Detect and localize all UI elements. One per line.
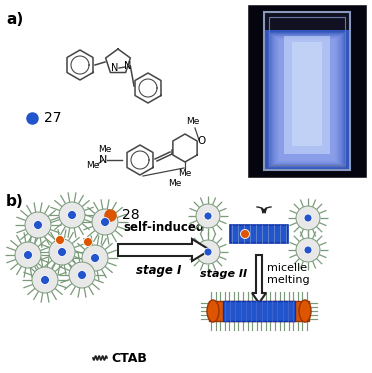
Text: 27: 27: [44, 111, 61, 125]
Bar: [273, 35, 341, 164]
Circle shape: [55, 235, 64, 244]
Text: stage II: stage II: [200, 269, 247, 279]
Circle shape: [33, 220, 42, 229]
Bar: [264, 12, 350, 170]
Bar: [279, 40, 335, 161]
Circle shape: [204, 248, 212, 256]
Bar: [284, 36, 330, 154]
Bar: [274, 36, 340, 164]
Text: melting: melting: [267, 275, 310, 285]
Text: Me: Me: [168, 179, 182, 188]
Circle shape: [304, 246, 312, 254]
Bar: [269, 17, 345, 165]
Text: 28: 28: [122, 208, 140, 222]
Text: CTAB: CTAB: [111, 351, 147, 364]
Bar: [272, 35, 342, 166]
Bar: [264, 30, 350, 170]
Text: micelle: micelle: [267, 263, 307, 273]
FancyArrow shape: [118, 239, 210, 261]
Bar: [276, 37, 338, 163]
Text: N: N: [111, 63, 119, 73]
Ellipse shape: [207, 300, 219, 322]
Text: b): b): [6, 194, 24, 209]
Circle shape: [58, 248, 67, 257]
Circle shape: [32, 267, 58, 293]
Circle shape: [204, 212, 212, 220]
Circle shape: [296, 206, 320, 230]
Bar: [279, 40, 334, 160]
Bar: [275, 37, 339, 163]
Circle shape: [196, 240, 220, 264]
Bar: [268, 32, 346, 168]
Circle shape: [41, 276, 49, 285]
Circle shape: [67, 210, 77, 219]
Text: Me: Me: [86, 162, 100, 170]
Bar: [278, 39, 336, 161]
Circle shape: [49, 239, 75, 265]
Circle shape: [69, 262, 95, 288]
Bar: [209, 301, 309, 321]
Bar: [275, 37, 339, 163]
Bar: [271, 34, 343, 166]
Bar: [223, 301, 295, 321]
Text: Me: Me: [98, 145, 112, 154]
FancyArrow shape: [252, 255, 266, 303]
Bar: [278, 38, 336, 162]
Bar: [277, 38, 337, 162]
Circle shape: [25, 212, 51, 238]
Circle shape: [196, 204, 220, 228]
Circle shape: [59, 202, 85, 228]
Text: Me: Me: [186, 117, 200, 126]
Bar: [274, 36, 340, 164]
Text: O: O: [197, 136, 205, 146]
Circle shape: [241, 229, 250, 238]
Bar: [270, 33, 344, 167]
Circle shape: [304, 214, 312, 222]
Circle shape: [90, 254, 99, 263]
Bar: [248, 5, 366, 177]
Circle shape: [77, 270, 87, 279]
Text: stage I: stage I: [136, 264, 182, 277]
Circle shape: [15, 242, 41, 268]
Bar: [276, 37, 338, 163]
Bar: [277, 38, 337, 162]
Circle shape: [92, 209, 118, 235]
Text: self-induced: self-induced: [124, 221, 205, 234]
Bar: [269, 32, 346, 168]
Circle shape: [100, 217, 109, 226]
Bar: [272, 35, 341, 165]
Text: a): a): [6, 12, 23, 27]
Bar: [230, 225, 288, 243]
Bar: [292, 42, 322, 146]
Bar: [270, 34, 344, 166]
Ellipse shape: [299, 300, 311, 322]
Bar: [264, 12, 350, 30]
Text: N: N: [99, 155, 107, 165]
Text: Me: Me: [178, 169, 192, 179]
Circle shape: [83, 238, 93, 247]
Circle shape: [23, 251, 32, 260]
Bar: [279, 39, 336, 161]
Bar: [273, 35, 341, 165]
Circle shape: [296, 238, 320, 262]
Text: N: N: [124, 61, 132, 71]
Circle shape: [82, 245, 108, 271]
Bar: [271, 34, 343, 166]
Bar: [269, 33, 345, 167]
Bar: [269, 33, 344, 167]
